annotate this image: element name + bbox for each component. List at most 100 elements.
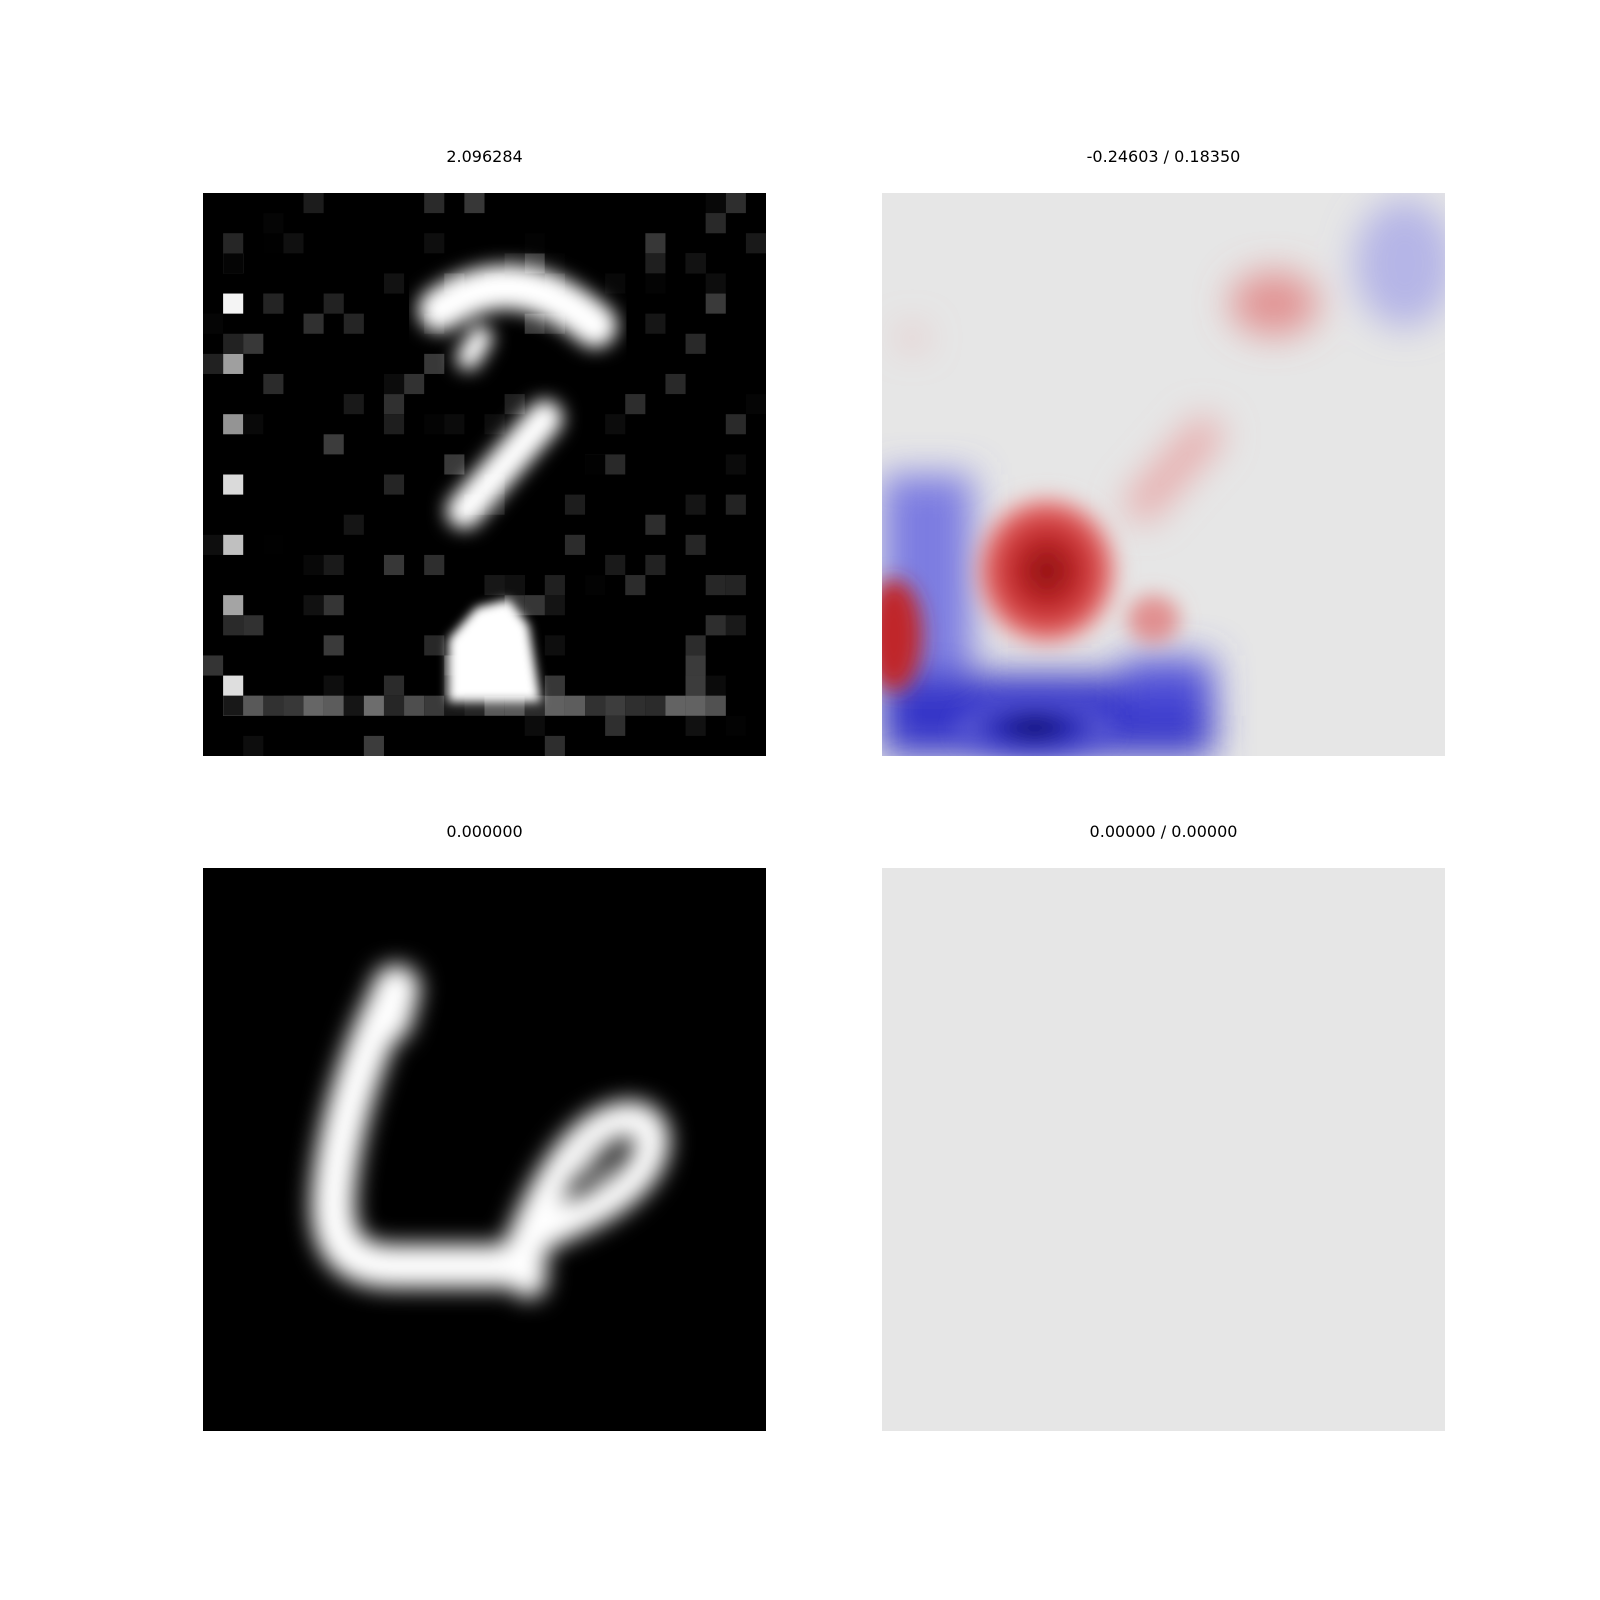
noise-pixel (323, 635, 344, 656)
noise-pixel (544, 635, 565, 656)
noise-pixel (705, 575, 726, 596)
noise-pixel (243, 333, 264, 354)
noise-pixel (645, 253, 666, 274)
stroke-top-arc (418, 264, 618, 348)
noise-pixel (725, 193, 746, 214)
red-streak (1121, 413, 1226, 526)
stroke-top-tail (456, 325, 493, 370)
noise-pixel (564, 494, 586, 515)
noise-pixel (544, 253, 565, 274)
noise-pixel (645, 273, 666, 294)
panel-2-heatmap (882, 193, 1445, 756)
stroke-middle (446, 400, 563, 529)
noise-pixel (323, 293, 344, 314)
noise-pixel (343, 394, 364, 415)
noise-pixel (564, 695, 586, 716)
noise-pixel (745, 233, 766, 254)
noise-pixel (544, 695, 565, 716)
noise-pixel (665, 695, 686, 716)
noise-pixel (424, 554, 445, 576)
noise-pixel (524, 595, 545, 616)
noise-pixel (303, 695, 324, 716)
noise-pixel (323, 554, 344, 576)
panel-2-title: -0.24603 / 0.18350 (1086, 147, 1241, 166)
noise-pixel (323, 595, 344, 616)
panel-4-image (882, 868, 1445, 1431)
noise-pixel (725, 575, 746, 596)
panel-4-heatmap (882, 868, 1445, 1431)
noise-pixel (343, 695, 364, 716)
noise-pixel (444, 454, 465, 475)
noise-pixel (464, 193, 485, 214)
noise-pixel (745, 394, 766, 415)
noise-pixel (323, 695, 344, 716)
panel-1-base (448, 599, 541, 702)
noise-pixel (323, 675, 344, 696)
noise-pixel (424, 695, 445, 716)
noise-pixel (383, 695, 405, 716)
noise-pixel (605, 715, 626, 736)
noise-pixel (263, 695, 284, 716)
noise-pixel (605, 454, 626, 475)
blue-core-bottom (954, 695, 1116, 756)
panel-2-cores (882, 494, 1180, 756)
noise-pixel (605, 414, 626, 435)
panel-4-background (882, 868, 1445, 1431)
noise-pixel (484, 575, 505, 596)
noise-pixel (685, 253, 706, 274)
noise-pixel (223, 695, 244, 716)
noise-pixel (383, 675, 405, 696)
noise-pixel (685, 655, 706, 676)
noise-pixel (504, 575, 525, 596)
noise-pixel (705, 293, 726, 314)
noise-pixel (283, 695, 304, 716)
panel-3-digit (310, 964, 670, 1299)
noise-pixel (263, 373, 284, 395)
noise-pixel (544, 675, 565, 696)
panel-1-strokes (418, 264, 618, 529)
noise-pixel (343, 313, 364, 334)
noise-pixel (725, 414, 746, 435)
noise-pixel (424, 635, 445, 656)
noise-pixel (685, 675, 706, 696)
noise-pixel (243, 414, 264, 435)
blue-region-bottom-right (1123, 655, 1214, 716)
noise-pixel (685, 333, 706, 354)
noise-pixel (404, 373, 425, 395)
noise-pixel (404, 695, 425, 716)
noise-pixel (705, 193, 726, 214)
red-dot (898, 327, 927, 348)
panel-3-title: 0.000000 (446, 822, 523, 841)
noise-pixel (645, 313, 666, 334)
panel-1-heatmap (203, 193, 766, 756)
noise-pixel (343, 514, 364, 535)
noise-pixel (223, 675, 244, 696)
noise-pixel (685, 534, 706, 555)
red-region-top (1229, 271, 1319, 336)
noise-pixel (645, 233, 666, 254)
noise-pixel (223, 615, 244, 636)
noise-pixel (223, 333, 244, 354)
noise-pixel (705, 213, 726, 234)
noise-pixel (725, 615, 746, 636)
red-side-lobe (1127, 595, 1180, 644)
noise-pixel (303, 193, 324, 214)
noise-pixel (303, 595, 324, 616)
noise-pixel (705, 675, 726, 696)
noise-pixel (223, 534, 244, 555)
noise-pixel (564, 534, 586, 555)
red-core-main (974, 494, 1120, 648)
noise-pixel (544, 575, 565, 596)
noise-pixel (705, 695, 726, 716)
noise-pixel (263, 293, 284, 314)
noise-pixel (685, 635, 706, 656)
noise-pixel (243, 735, 264, 756)
noise-pixel (625, 575, 646, 596)
panel-4-title: 0.00000 / 0.00000 (1089, 822, 1238, 841)
digit-loop-hole (581, 1142, 613, 1181)
noise-pixel (303, 554, 324, 576)
noise-pixel (263, 534, 284, 555)
noise-pixel (645, 554, 666, 576)
panel-3-heatmap (203, 868, 766, 1431)
noise-pixel (725, 494, 746, 515)
